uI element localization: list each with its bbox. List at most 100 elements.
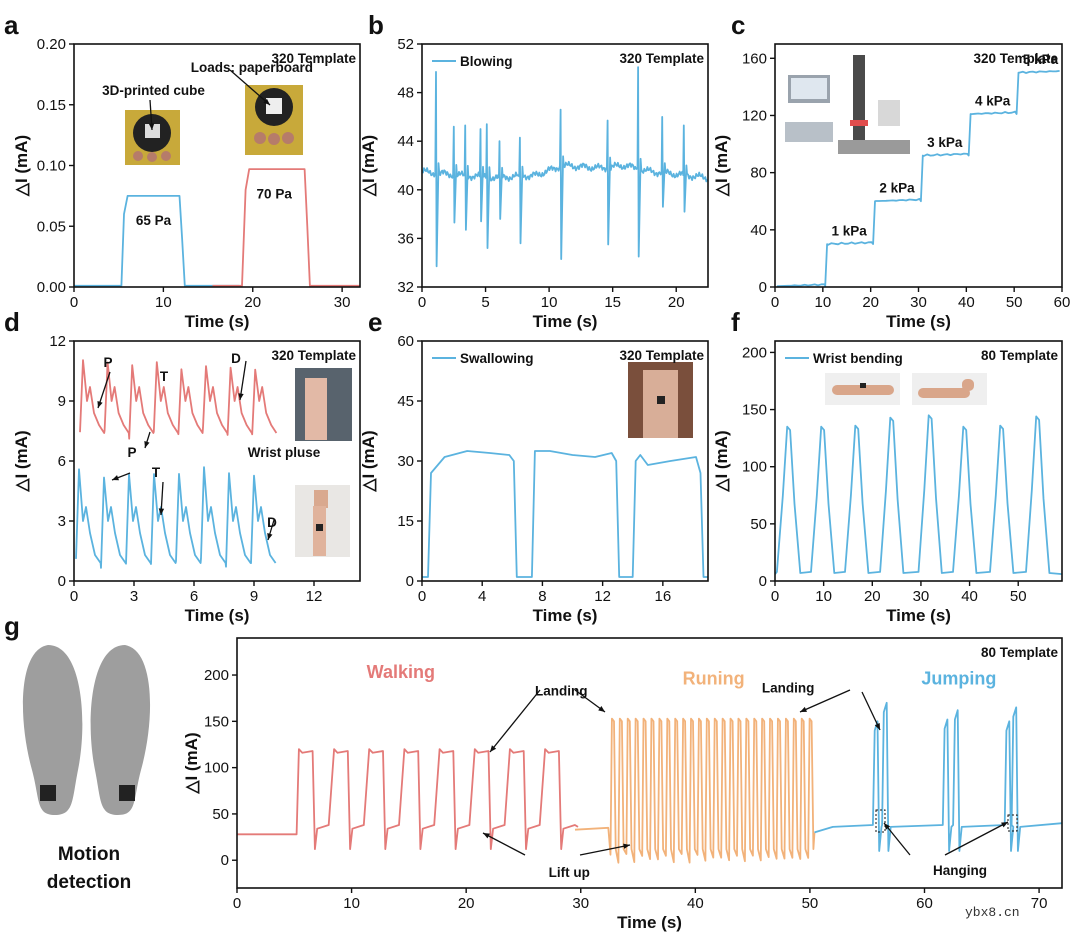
template-label: 320 Template	[619, 348, 704, 363]
y-tick-label: 0.05	[37, 218, 66, 235]
y-tick-label: 60	[397, 333, 414, 350]
x-ticks: 0 10 20 30	[70, 287, 350, 311]
series-a-1-line	[212, 168, 360, 287]
y-ticks: 0 15 30 45 60	[397, 333, 422, 590]
arrow-line	[861, 691, 881, 731]
y-ticks: 32 36 40 44 48 52	[397, 36, 422, 296]
annotation: Runing	[683, 668, 745, 688]
annotation: Landing	[762, 681, 815, 696]
y-tick-label: 36	[397, 230, 414, 247]
x-tick-label: 15	[604, 294, 621, 311]
x-ticks: 0 3 6 9 12	[70, 581, 322, 605]
y-axis-label: △I (mA)	[12, 135, 31, 197]
arrow-head	[483, 833, 490, 839]
y-tick-label: 150	[204, 713, 229, 730]
arrow-head	[263, 98, 270, 105]
x-tick-label: 60	[1054, 294, 1071, 311]
y-ticks: 0 3 6 9 12	[49, 333, 74, 590]
arrow-head	[874, 723, 880, 730]
y-tick-label: 100	[204, 760, 229, 777]
annotation: 1 kPa	[832, 224, 868, 239]
annotation: P	[103, 355, 112, 370]
y-tick-label: 45	[397, 393, 414, 410]
arrow-line	[229, 69, 271, 106]
y-axis-label: △I (mA)	[182, 732, 201, 794]
arrow-line	[482, 832, 526, 856]
y-tick-label: 0.10	[37, 158, 66, 175]
arrow-head	[144, 441, 150, 448]
x-tick-label: 50	[802, 895, 819, 912]
x-tick-label: 30	[913, 588, 930, 605]
y-tick-label: 3	[58, 513, 66, 530]
series-d-1-line	[75, 466, 277, 569]
x-ticks: 0 5 10 15 20	[418, 287, 685, 311]
annotation: D	[267, 515, 277, 530]
y-axis-label: △I (mA)	[12, 430, 31, 492]
annotation: 3 kPa	[927, 135, 963, 150]
y-tick-label: 50	[750, 516, 767, 533]
arrow-head	[238, 393, 244, 400]
y-tick-label: 32	[397, 279, 414, 296]
x-tick-label: 20	[244, 294, 261, 311]
inset-photos	[22, 55, 987, 815]
x-tick-label: 50	[1010, 588, 1027, 605]
annotation: Hanging	[933, 863, 987, 878]
arrow-head	[490, 745, 497, 752]
series-group	[775, 414, 1062, 575]
paperboard-photo	[245, 85, 303, 155]
watermark: ybx8.cn	[965, 905, 1020, 920]
x-tick-label: 10	[155, 294, 172, 311]
x-tick-label: 20	[862, 294, 879, 311]
template-label: 320 Template	[619, 51, 704, 66]
y-tick-label: 160	[742, 50, 767, 67]
x-tick-label: 6	[190, 588, 198, 605]
x-axis-label: Time (s)	[617, 913, 682, 932]
series-d-0-line	[79, 359, 278, 440]
axes-frame	[421, 43, 709, 288]
annotation: 3D-printed cube	[102, 83, 205, 98]
y-axis-label: △I (mA)	[712, 430, 731, 492]
x-axis-label: Time (s)	[185, 312, 250, 331]
series-c-0-line	[776, 70, 1060, 287]
x-tick-label: 12	[594, 588, 611, 605]
y-tick-label: 80	[750, 165, 767, 182]
annotation: D	[231, 351, 241, 366]
annotation: 70 Pa	[257, 186, 293, 201]
arm-photo-2	[912, 373, 987, 405]
x-tick-label: 20	[458, 895, 475, 912]
series-group	[74, 168, 360, 287]
y-tick-label: 0.00	[37, 279, 66, 296]
panel-label: a	[4, 10, 19, 40]
x-tick-label: 20	[668, 294, 685, 311]
x-tick-label: 0	[233, 895, 241, 912]
x-ticks: 0 10 20 30 40 50 60 70	[233, 888, 1047, 912]
panel-label: f	[731, 307, 740, 337]
series-group	[75, 359, 278, 569]
series-jumping-line	[814, 701, 1062, 852]
y-tick-label: 40	[750, 222, 767, 239]
legend: Blowing	[432, 54, 513, 69]
side-text: detection	[47, 872, 131, 893]
y-tick-label: 0	[406, 573, 414, 590]
x-ticks: 0 4 8 12 16	[418, 581, 671, 605]
template-label: 80 Template	[981, 348, 1059, 363]
x-tick-label: 30	[910, 294, 927, 311]
arrow-head	[267, 533, 273, 540]
y-tick-label: 0.20	[37, 36, 66, 53]
arrow-head	[112, 475, 119, 481]
chart-b: b 0 5 10 15 20 32 36 40 44 48 52 Time (s) △I (mA) 320 …	[359, 10, 709, 331]
axes-frame	[774, 340, 1063, 582]
x-tick-label: 60	[916, 895, 933, 912]
series-e-0-line	[422, 450, 708, 578]
legend: Wrist bending	[785, 351, 903, 366]
panel-label: g	[4, 611, 20, 641]
series-group	[237, 701, 1062, 864]
x-ticks: 0 10 20 30 40 50	[771, 581, 1027, 605]
y-ticks: 0.00 0.05 0.10 0.15 0.20	[37, 36, 74, 296]
annotation: Jumping	[921, 668, 996, 688]
y-tick-label: 9	[58, 393, 66, 410]
y-tick-label: 120	[742, 107, 767, 124]
x-tick-label: 8	[538, 588, 546, 605]
x-tick-label: 40	[961, 588, 978, 605]
